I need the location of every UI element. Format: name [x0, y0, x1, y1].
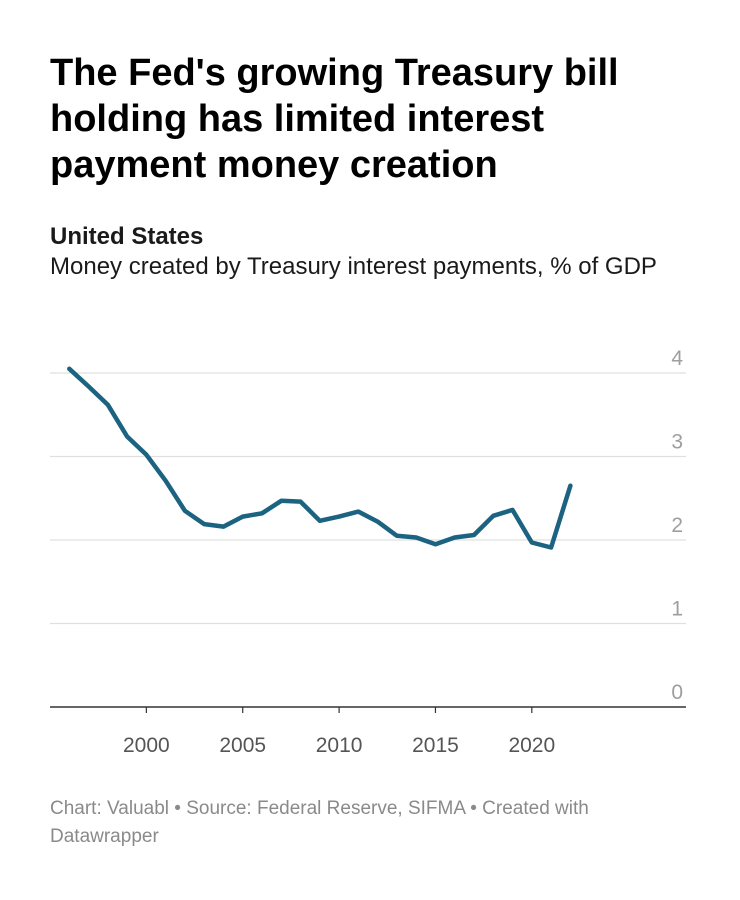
series-layer	[67, 366, 573, 550]
y-tick-label: 1	[671, 598, 683, 621]
chart-description: Money created by Treasury interest payme…	[50, 253, 657, 280]
y-tick-label: 4	[671, 347, 683, 370]
x-axis-ticks: 2000 2005 2010 2015 2020	[123, 707, 555, 757]
gridlines	[50, 372, 686, 708]
series-line	[67, 366, 573, 550]
x-tick-label: 2000	[123, 734, 170, 757]
y-tick-label: 0	[671, 681, 683, 704]
chart-subtitle: United States Money created by Treasury …	[50, 222, 690, 282]
y-tick-label: 3	[671, 431, 683, 454]
chart-footer: Chart: Valuabl • Source: Federal Reserve…	[50, 798, 589, 847]
x-tick-label: 2005	[219, 734, 266, 757]
chart-title: The Fed's growing Treasury bill holding …	[50, 52, 619, 186]
chart-place-label: United States	[50, 223, 204, 250]
y-axis-ticks: 0 1 2 3 4	[671, 347, 683, 704]
x-tick-label: 2020	[508, 734, 555, 757]
x-tick-label: 2010	[316, 734, 363, 757]
y-tick-label: 2	[671, 514, 683, 537]
x-tick-label: 2015	[412, 734, 459, 757]
